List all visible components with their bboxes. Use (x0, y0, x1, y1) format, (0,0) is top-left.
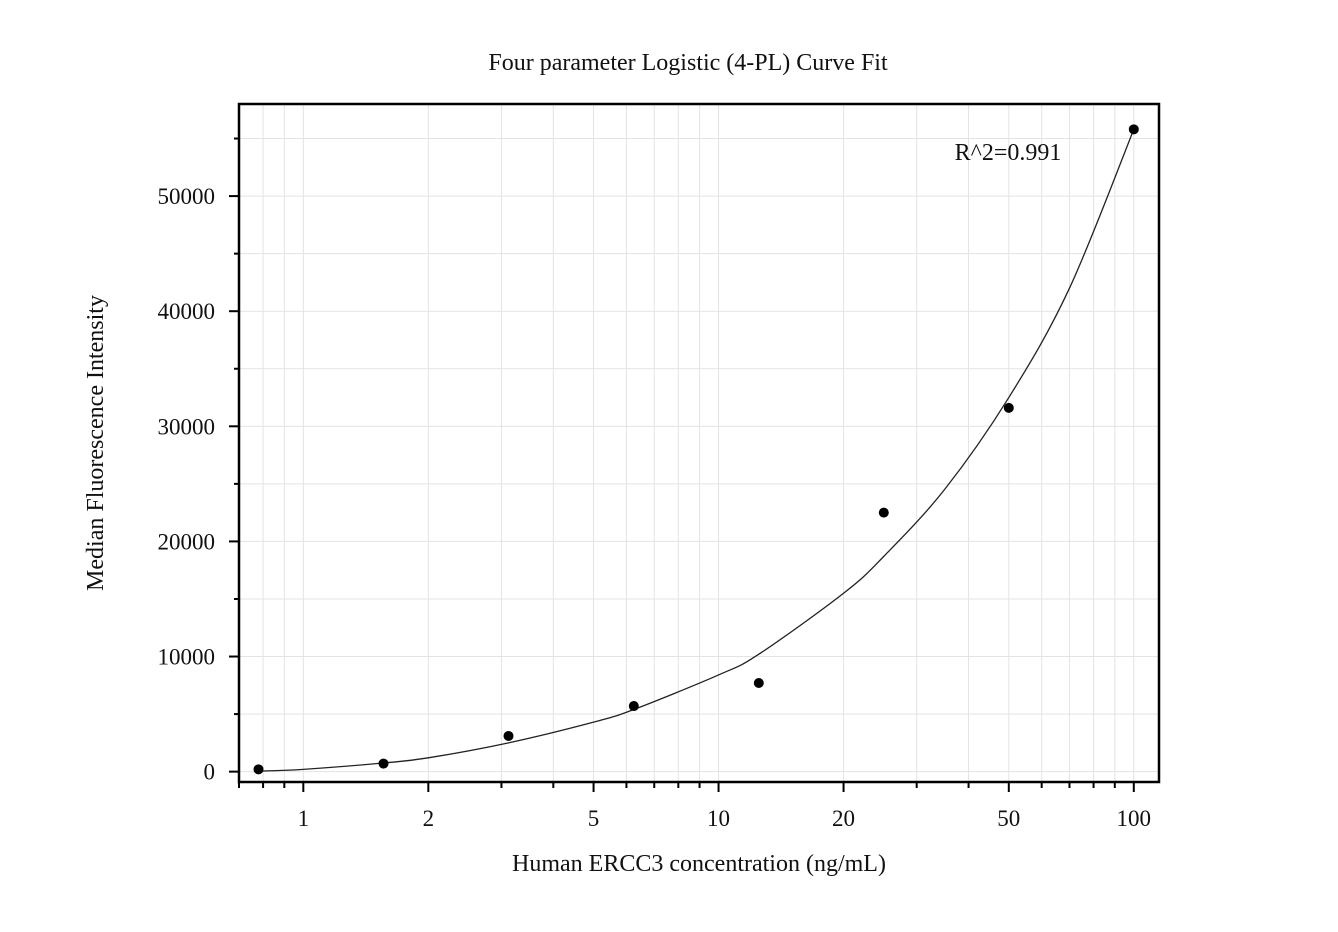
y-tick-label: 30000 (158, 414, 216, 439)
x-tick-label: 1 (298, 806, 310, 831)
x-axis-label: Human ERCC3 concentration (ng/mL) (512, 851, 886, 877)
x-tick-label: 50 (997, 806, 1020, 831)
grid (238, 104, 1159, 782)
y-tick-label: 40000 (158, 299, 216, 324)
data-point (378, 758, 389, 769)
x-tick-label: 20 (832, 806, 855, 831)
x-axis: 1 2 5 10 20 50 100 (238, 782, 1152, 831)
y-tick-label: 20000 (158, 529, 216, 554)
data-point (1003, 402, 1014, 413)
y-tick-label: 50000 (158, 184, 216, 209)
data-point (253, 764, 264, 775)
data-point (503, 730, 514, 741)
fit-curve-layer (258, 129, 1135, 772)
x-tick-label: 100 (1117, 806, 1152, 831)
x-tick-label: 10 (707, 806, 730, 831)
data-point (878, 507, 889, 518)
y-axis-label: Median Fluorescence Intensity (83, 295, 109, 591)
r-squared-annotation: R^2=0.991 (955, 140, 1062, 166)
data-point (628, 701, 639, 712)
data-point (1128, 124, 1139, 135)
chart-title: Four parameter Logistic (4-PL) Curve Fit (488, 50, 888, 76)
data-points (253, 124, 1139, 775)
plot-frame (237, 102, 1161, 784)
y-tick-label: 10000 (158, 645, 216, 670)
x-tick-label: 5 (588, 806, 600, 831)
y-axis: 0 10000 20000 30000 40000 50000 (158, 137, 239, 785)
x-tick-label: 2 (423, 806, 435, 831)
y-tick-label: 0 (204, 760, 216, 785)
fit-curve (258, 129, 1135, 772)
data-point (753, 678, 764, 689)
